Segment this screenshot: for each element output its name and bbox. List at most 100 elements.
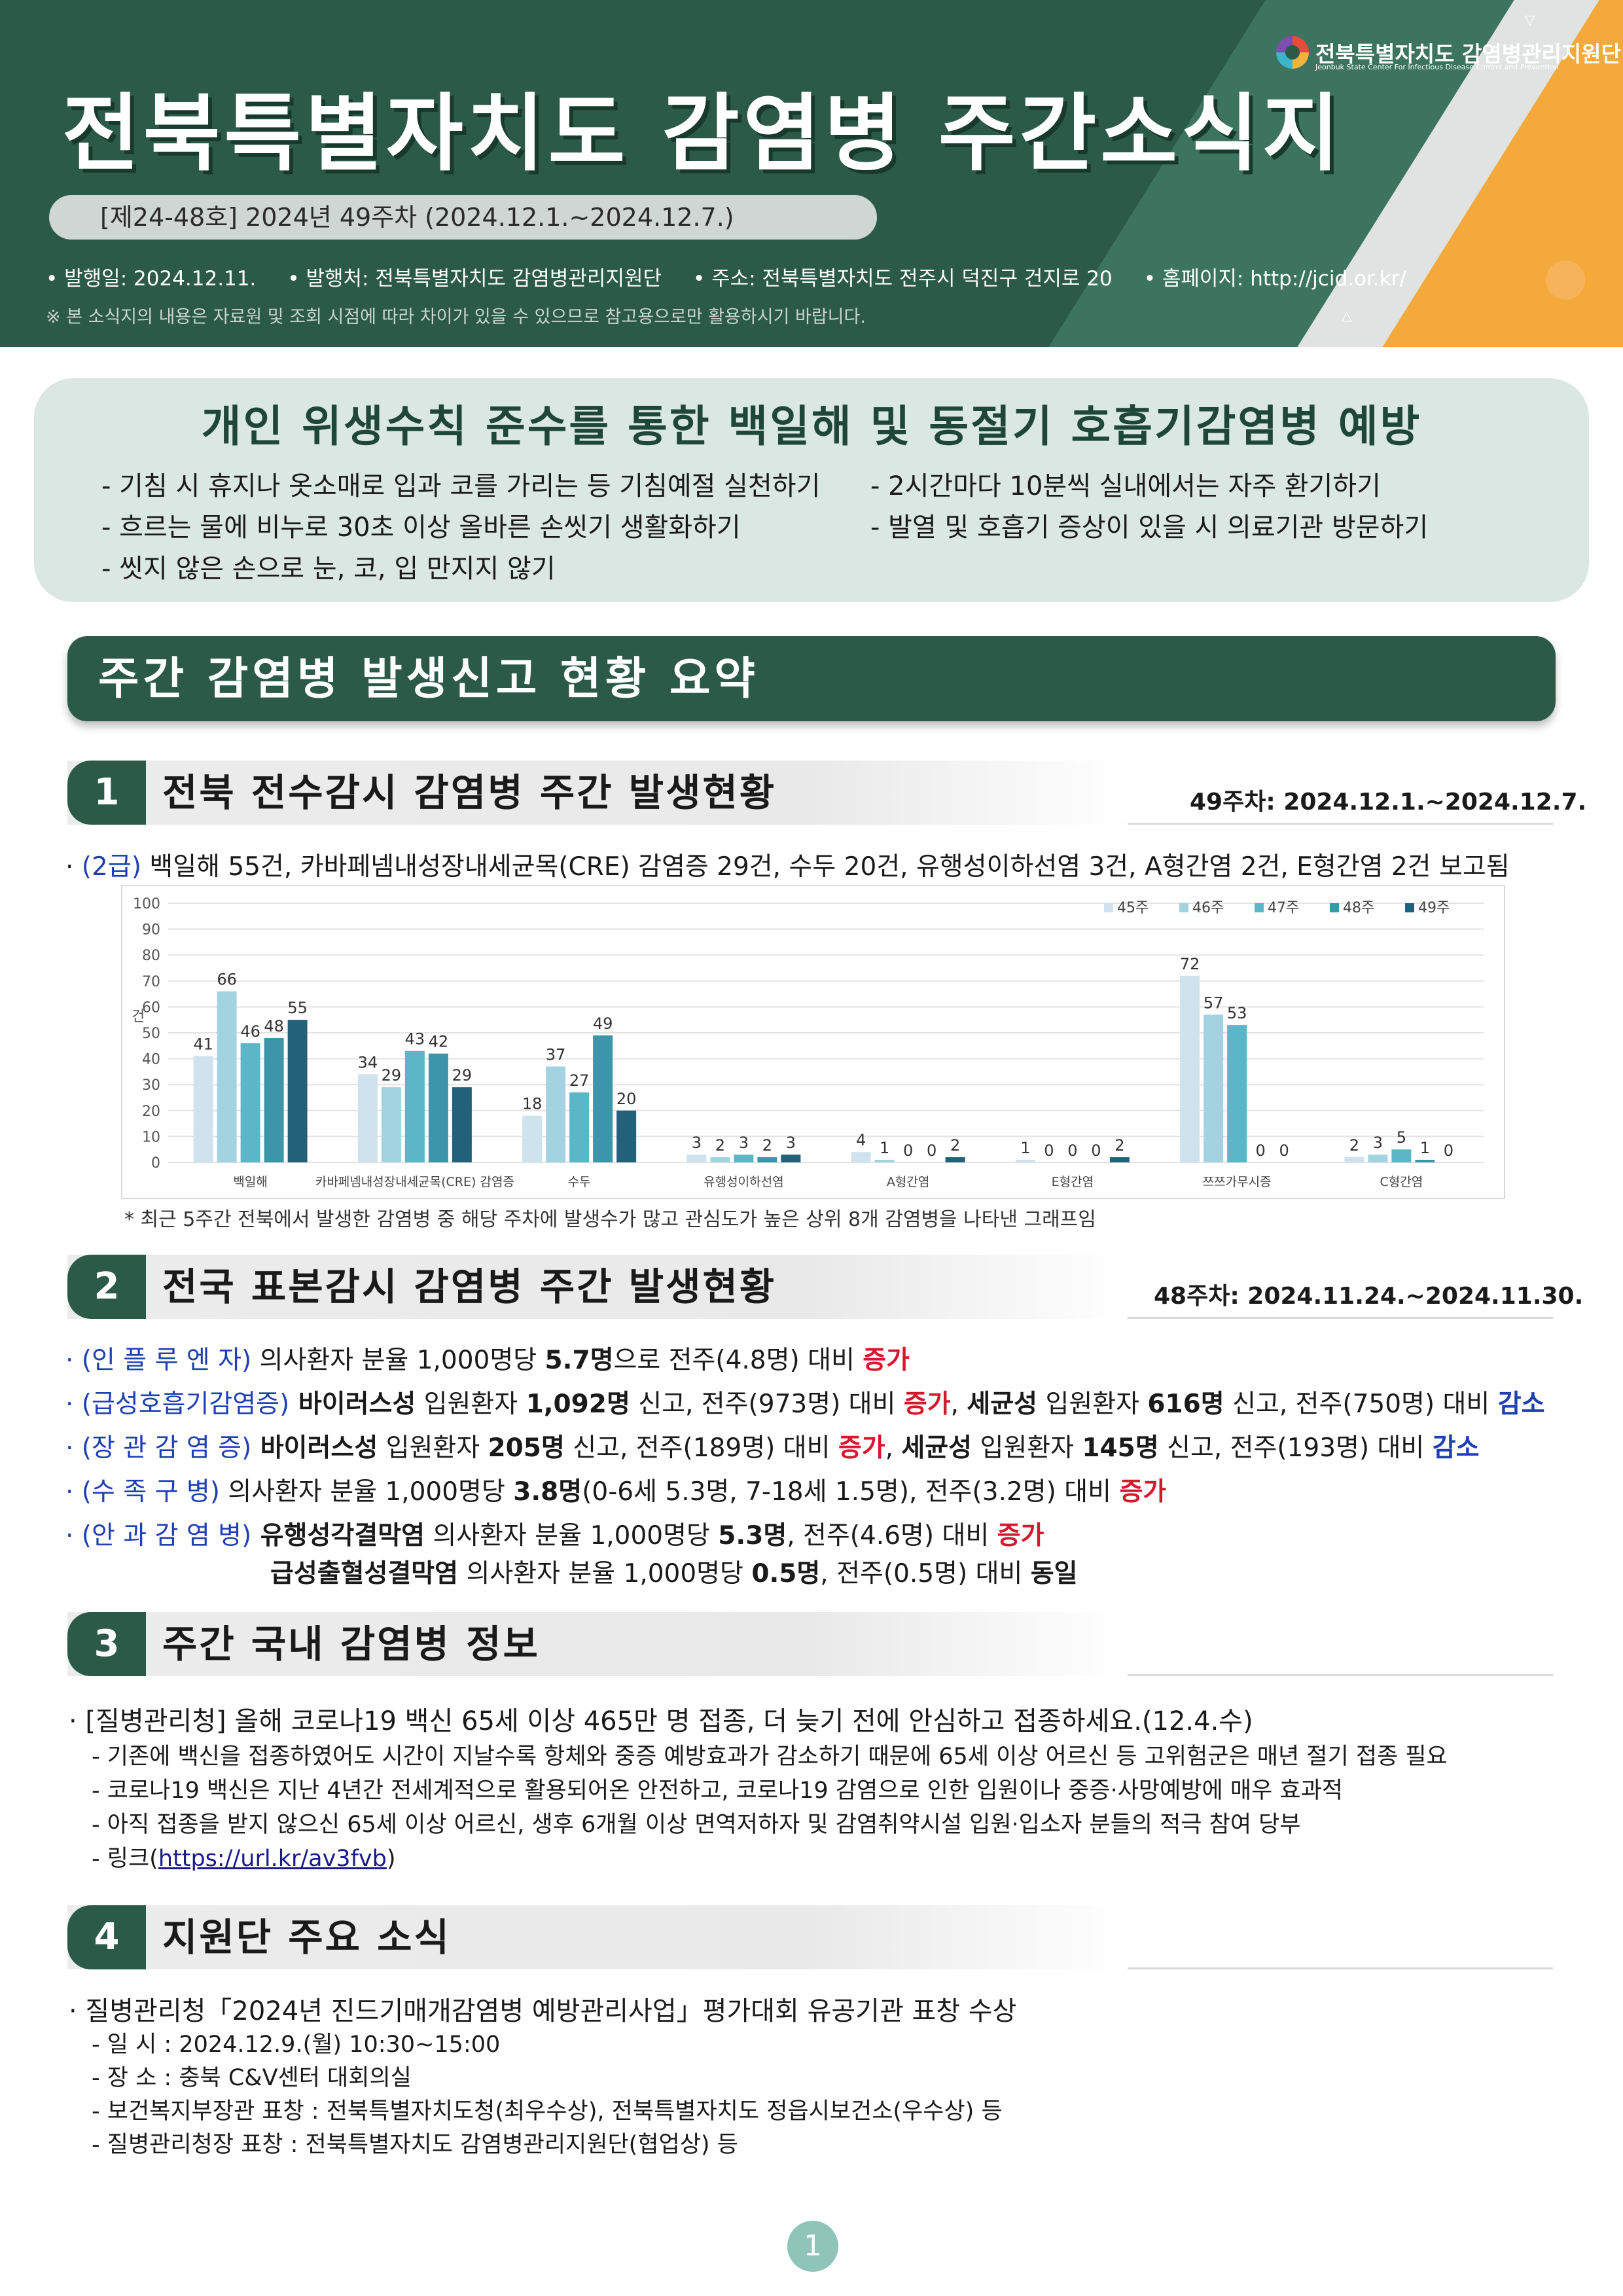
line-text: 신고, 전주(189명) 대비: [564, 1433, 838, 1463]
bar-47주: [240, 1043, 260, 1162]
bar-46주: [1204, 1014, 1224, 1162]
line-text: 의사환자 분율 1,000명당: [458, 1559, 752, 1588]
bar-46주: [1368, 1155, 1388, 1162]
data-label: 0: [1444, 1141, 1454, 1160]
section-4-headline: · 질병관리청「2024년 진드기매개감염병 예방관리사업」평가대회 유공기관 …: [69, 1996, 1017, 2026]
trend-label: 감소: [1432, 1433, 1480, 1463]
line-text: 신고, 전주(750명) 대비: [1224, 1390, 1498, 1419]
bar-46주: [874, 1160, 895, 1162]
y-tick-label: 60: [142, 999, 160, 1016]
news-link[interactable]: https://url.kr/av3fvb: [158, 1846, 387, 1872]
triangle-down-icon: ▽: [1525, 12, 1535, 27]
value: 205명: [488, 1433, 565, 1463]
eye-infection-line-2: 급성출혈성결막염 의사환자 분율 1,000명당 0.5명, 전주(0.5명) …: [270, 1553, 1078, 1590]
data-label: 0: [927, 1141, 936, 1160]
org-name: 전북특별자치도 감염병관리지원단: [1315, 41, 1621, 67]
bar-46주: [546, 1066, 566, 1162]
line-text: (0-6세 5.3명, 7-18세 1.5명), 전주(3.2명) 대비: [582, 1477, 1120, 1507]
bar-45주: [522, 1115, 543, 1162]
y-tick-label: 50: [142, 1026, 160, 1042]
legend-swatch: [1255, 903, 1264, 912]
legend-label: 49주: [1418, 900, 1450, 916]
trend-label: 동일: [1030, 1559, 1078, 1588]
bar-45주: [1344, 1157, 1364, 1162]
y-tick-label: 70: [142, 974, 160, 990]
data-label: 53: [1227, 1004, 1247, 1022]
section-3-number: 3: [67, 1612, 146, 1676]
issue-badge: [제24-48호] 2024년 49주차 (2024.12.1.~2024.12…: [49, 195, 877, 240]
link-suffix: ): [386, 1846, 396, 1872]
prevention-item: - 발열 및 호흡기 증상이 있을 시 의료기관 방문하기: [870, 512, 1429, 543]
value: 3.8명: [513, 1477, 582, 1507]
address: • 주소: 전북특별자치도 전주시 덕진구 건지로 20: [693, 267, 1113, 291]
data-label: 48: [264, 1017, 284, 1035]
bar-46주: [217, 991, 237, 1162]
org-logo[interactable]: 전북특별자치도 감염병관리지원단 Jeonbuk State Center Fo…: [1276, 33, 1621, 72]
legend-swatch: [1104, 903, 1113, 912]
bar-48주: [593, 1035, 613, 1162]
prevention-item: - 2시간마다 10분씩 실내에서는 자주 환기하기: [870, 471, 1381, 501]
data-label: 34: [358, 1053, 378, 1071]
publisher: • 발행처: 전북특별자치도 감염병관리지원단: [287, 267, 662, 291]
y-axis-label: 건: [132, 1009, 145, 1025]
data-label: 41: [193, 1035, 213, 1054]
newsletter-title: 전북특별자치도 감염병 주간소식지: [62, 85, 1344, 183]
y-tick-label: 20: [142, 1103, 160, 1120]
data-label: 3: [786, 1134, 796, 1152]
category: 바이러스성: [289, 1390, 416, 1419]
line-text: 입원환자: [1037, 1390, 1148, 1419]
category: 급성출혈성결막염: [270, 1559, 459, 1588]
separator: ,: [885, 1433, 902, 1463]
separator: ,: [950, 1390, 967, 1419]
bullet: ·: [65, 852, 82, 882]
data-label: 57: [1204, 994, 1224, 1012]
category: 바이러스성: [251, 1433, 378, 1463]
value: 0.5명: [751, 1559, 821, 1588]
value: 145명: [1082, 1433, 1159, 1463]
value: 1,092명: [526, 1390, 630, 1419]
disease-label: · (장 관 감 염 증): [65, 1433, 252, 1463]
legend-label: 47주: [1268, 900, 1299, 916]
line-text: 의사환자 분율 1,000명당: [424, 1521, 719, 1551]
value: 5.3명: [718, 1521, 787, 1551]
section-2-number: 2: [67, 1255, 146, 1319]
section-3-header: [67, 1612, 1128, 1676]
section-1-number: 1: [67, 761, 146, 825]
chart-footnote: * 최근 5주간 전북에서 발생한 감염병 중 해당 주차에 발생수가 많고 관…: [124, 1208, 1096, 1231]
hfmd-line: · (수 족 구 병) 의사환자 분율 1,000명당 3.8명(0-6세 5.…: [65, 1471, 1166, 1508]
bar-49주: [452, 1087, 472, 1162]
data-label: 0: [903, 1141, 913, 1160]
x-tick-label: 백일해: [233, 1175, 267, 1189]
bar-48주: [1415, 1160, 1435, 1162]
bar-45주: [193, 1056, 213, 1162]
section-1-header: [67, 761, 1128, 825]
respiratory-line: · (급성호흡기감염증) 바이러스성 입원환자 1,092명 신고, 전주(97…: [65, 1384, 1544, 1420]
data-label: 49: [593, 1014, 613, 1033]
bar-45주: [1180, 975, 1200, 1162]
header-banner: [0, 0, 1623, 347]
section-4-title: 지원단 주요 소식: [162, 1915, 451, 1960]
legend-swatch: [1330, 903, 1339, 912]
legend-label: 46주: [1192, 900, 1224, 916]
summary-banner: [67, 636, 1556, 721]
prevention-title: 개인 위생수칙 준수를 통한 백일해 및 동절기 호흡기감염병 예방: [201, 401, 1422, 452]
enteric-line: · (장 관 감 염 증) 바이러스성 입원환자 205명 신고, 전주(189…: [65, 1427, 1479, 1464]
line-text: 입원환자: [972, 1433, 1082, 1463]
disease-label: · (안 과 감 염 병): [65, 1521, 252, 1551]
summary-text: 백일해 55건, 카바페넴내성장내세균목(CRE) 감염증 29건, 수두 20…: [141, 852, 1510, 882]
bar-49주: [287, 1020, 308, 1162]
publish-date: • 발행일: 2024.12.11.: [46, 267, 257, 291]
bar-48주: [428, 1053, 448, 1162]
line-text: 으로 전주(4.8명) 대비: [613, 1346, 863, 1375]
page-number: 1: [787, 2221, 838, 2272]
bar-47주: [569, 1092, 590, 1162]
line-text: 입원환자: [416, 1390, 526, 1419]
section-divider: [1128, 823, 1553, 825]
data-label: 20: [616, 1090, 637, 1108]
eye-infection-line: · (안 과 감 염 병) 유행성각결막염 의사환자 분율 1,000명당 5.…: [65, 1515, 1044, 1552]
homepage-link[interactable]: • 홈페이지: http://jcid.or.kr/: [1143, 267, 1406, 291]
y-tick-label: 100: [133, 896, 160, 912]
legend-swatch: [1405, 903, 1414, 912]
bar-47주: [1391, 1149, 1412, 1162]
data-label: 3: [1373, 1134, 1383, 1152]
